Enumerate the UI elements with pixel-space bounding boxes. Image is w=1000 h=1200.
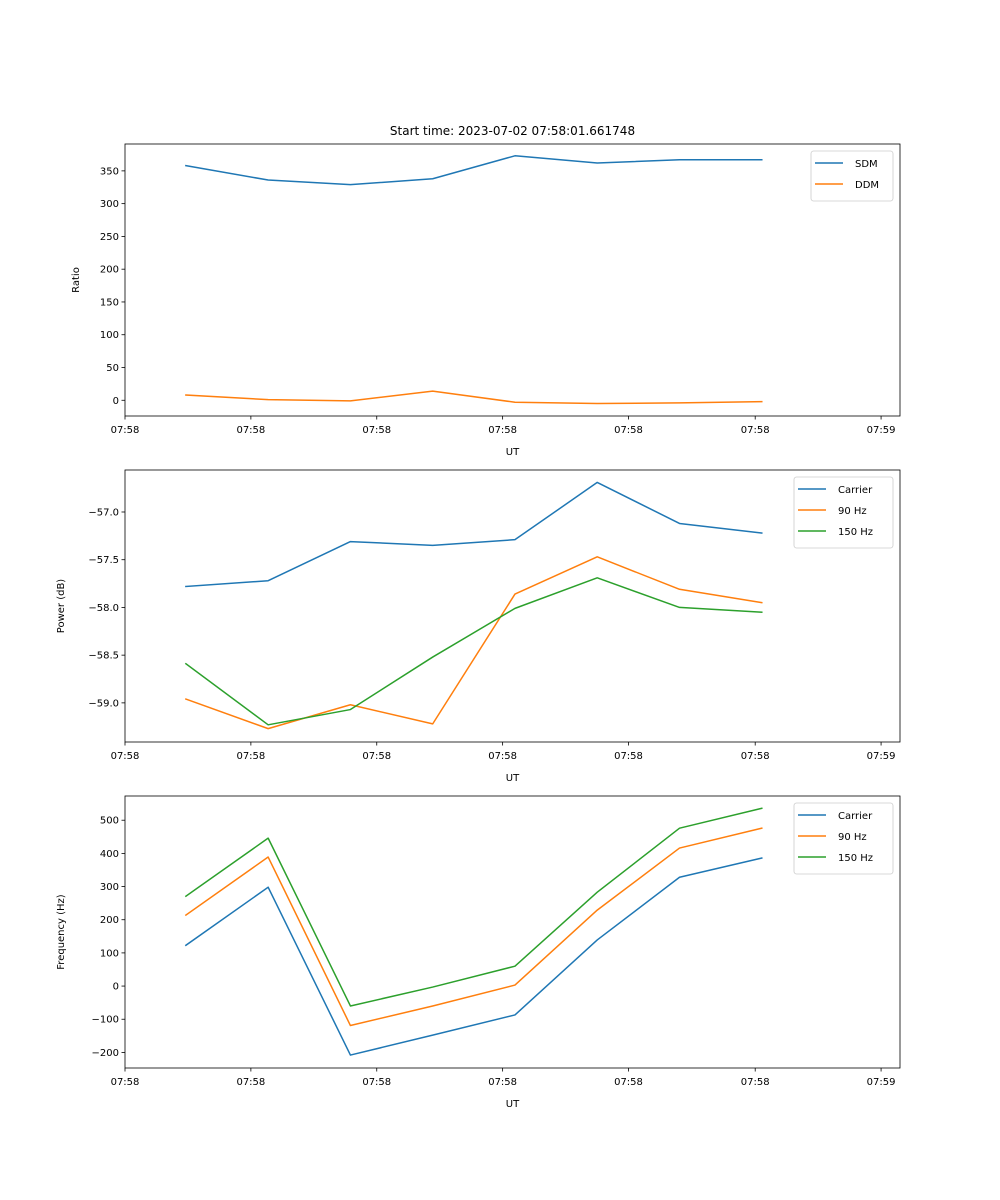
y-tick-label: 200: [100, 915, 119, 926]
x-tick-label: 07:58: [488, 751, 517, 762]
y-tick-label: −57.0: [88, 507, 119, 518]
figure-title: Start time: 2023-07-02 07:58:01.661748: [390, 124, 635, 138]
x-tick-label: 07:58: [741, 1077, 770, 1088]
x-tick-label: 07:58: [236, 425, 265, 436]
y-tick-label: 150: [100, 297, 119, 308]
x-axis-label: UT: [506, 773, 520, 784]
legend-entry: DDM: [855, 180, 879, 191]
y-tick-label: −100: [92, 1015, 119, 1026]
legend-frame: [810, 150, 894, 202]
x-tick-label: 07:58: [741, 751, 770, 762]
legend-entry: 150 Hz: [838, 527, 873, 538]
subplot-2: 07:58 07:58 07:58 07:58 07:58 07:58 07:59 −59.0…: [56, 469, 901, 784]
series-line-90-hz: [184, 827, 763, 1027]
subplot-3: 07:58 07:58 07:58 07:58 07:58 07:58 07:59 −200 −…: [56, 795, 901, 1110]
legend-entry: Carrier: [838, 811, 873, 822]
y-tick-label: 250: [100, 232, 119, 243]
y-tick-label: 0: [113, 982, 119, 993]
x-tick-label: 07:58: [111, 1077, 140, 1088]
y-tick-label: 200: [100, 265, 119, 276]
x-tick-label: 07:59: [867, 425, 896, 436]
x-tick-label: 07:58: [362, 425, 391, 436]
y-axis-label: Power (dB): [56, 579, 67, 634]
y-tick-label: 100: [100, 330, 119, 341]
series-line-sdm: [185, 155, 763, 186]
axes-frame: [124, 143, 901, 417]
legend-entry: Carrier: [838, 485, 873, 496]
legend-entry: 150 Hz: [838, 853, 873, 864]
y-tick-label: 300: [100, 882, 119, 893]
x-tick-label: 07:58: [111, 425, 140, 436]
y-tick-label: 350: [100, 166, 119, 177]
x-tick-label: 07:58: [488, 1077, 517, 1088]
legend-entry: 90 Hz: [838, 506, 867, 517]
x-axis-label: UT: [506, 447, 520, 458]
y-tick-label: 400: [100, 849, 119, 860]
legend: Carrier 90 Hz 150 Hz: [793, 802, 894, 875]
x-tick-label: 07:58: [741, 425, 770, 436]
y-tick-label: 50: [106, 363, 119, 374]
y-tick-label: −58.5: [88, 651, 119, 662]
x-axis-label: UT: [506, 1099, 520, 1110]
legend: SDM DDM: [810, 150, 894, 202]
y-tick-label: 300: [100, 199, 119, 210]
series-line-carrier: [184, 857, 763, 1056]
x-tick-label: 07:58: [614, 425, 643, 436]
subplot-1: 07:58 07:58 07:58 07:58 07:58 07:58 07:59 0 50 10…: [71, 143, 901, 458]
legend-entry: SDM: [855, 159, 878, 170]
y-tick-label: 0: [113, 396, 119, 407]
axes-frame: [124, 469, 901, 743]
legend: Carrier 90 Hz 150 Hz: [793, 476, 894, 549]
x-tick-label: 07:58: [614, 751, 643, 762]
x-tick-label: 07:58: [236, 751, 265, 762]
series-line-150-hz: [184, 807, 763, 1007]
y-tick-label: −58.0: [88, 603, 119, 614]
x-tick-label: 07:58: [362, 1077, 391, 1088]
x-tick-label: 07:58: [362, 751, 391, 762]
y-tick-label: −57.5: [88, 555, 119, 566]
y-tick-label: 500: [100, 816, 119, 827]
y-tick-label: −59.0: [88, 698, 119, 709]
y-axis-label: Ratio: [71, 267, 82, 293]
series-line-carrier: [185, 481, 763, 588]
series-line-150-hz: [184, 577, 763, 726]
y-tick-label: 100: [100, 948, 119, 959]
x-tick-label: 07:59: [867, 751, 896, 762]
y-tick-label: −200: [92, 1048, 119, 1059]
x-tick-label: 07:58: [236, 1077, 265, 1088]
x-tick-label: 07:58: [488, 425, 517, 436]
legend-entry: 90 Hz: [838, 832, 867, 843]
series-line-ddm: [185, 390, 763, 405]
series-line-90-hz: [184, 556, 763, 730]
axes-frame: [124, 795, 901, 1069]
x-tick-label: 07:58: [614, 1077, 643, 1088]
x-tick-label: 07:58: [111, 751, 140, 762]
x-tick-label: 07:59: [867, 1077, 896, 1088]
y-axis-label: Frequency (Hz): [56, 894, 67, 970]
